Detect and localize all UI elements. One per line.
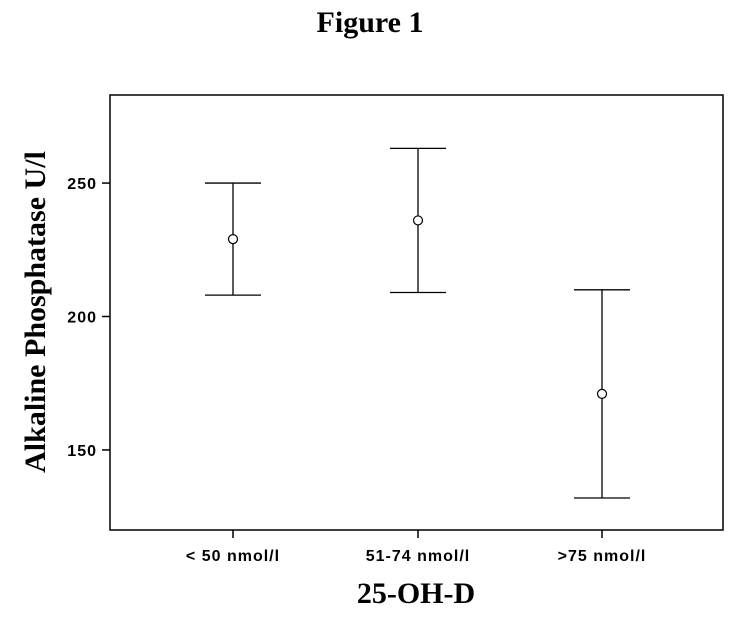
y-tick-label: 200 xyxy=(67,310,97,327)
y-tick-label: 250 xyxy=(67,176,97,193)
mean-point xyxy=(227,234,239,245)
y-tick-label: 150 xyxy=(67,443,97,460)
x-tick-label: < 50 nmol/l xyxy=(186,548,280,565)
x-axis-title: 25-OH-D xyxy=(357,577,475,610)
x-tick-label: 51-74 nmol/l xyxy=(366,548,470,565)
mean-point xyxy=(596,388,608,399)
figure-title: Figure 1 xyxy=(316,6,424,39)
x-axis-ticks: < 50 nmol/l 51-74 nmol/l >75 nmol/l xyxy=(186,530,647,565)
x-tick-label: >75 nmol/l xyxy=(558,548,647,565)
plot-area-frame xyxy=(109,94,724,531)
y-axis-title: Alkaline Phosphatase U/l xyxy=(19,151,52,473)
mean-point xyxy=(412,215,424,226)
error-bars xyxy=(205,147,630,499)
y-axis-ticks: 150 200 250 xyxy=(67,176,110,460)
